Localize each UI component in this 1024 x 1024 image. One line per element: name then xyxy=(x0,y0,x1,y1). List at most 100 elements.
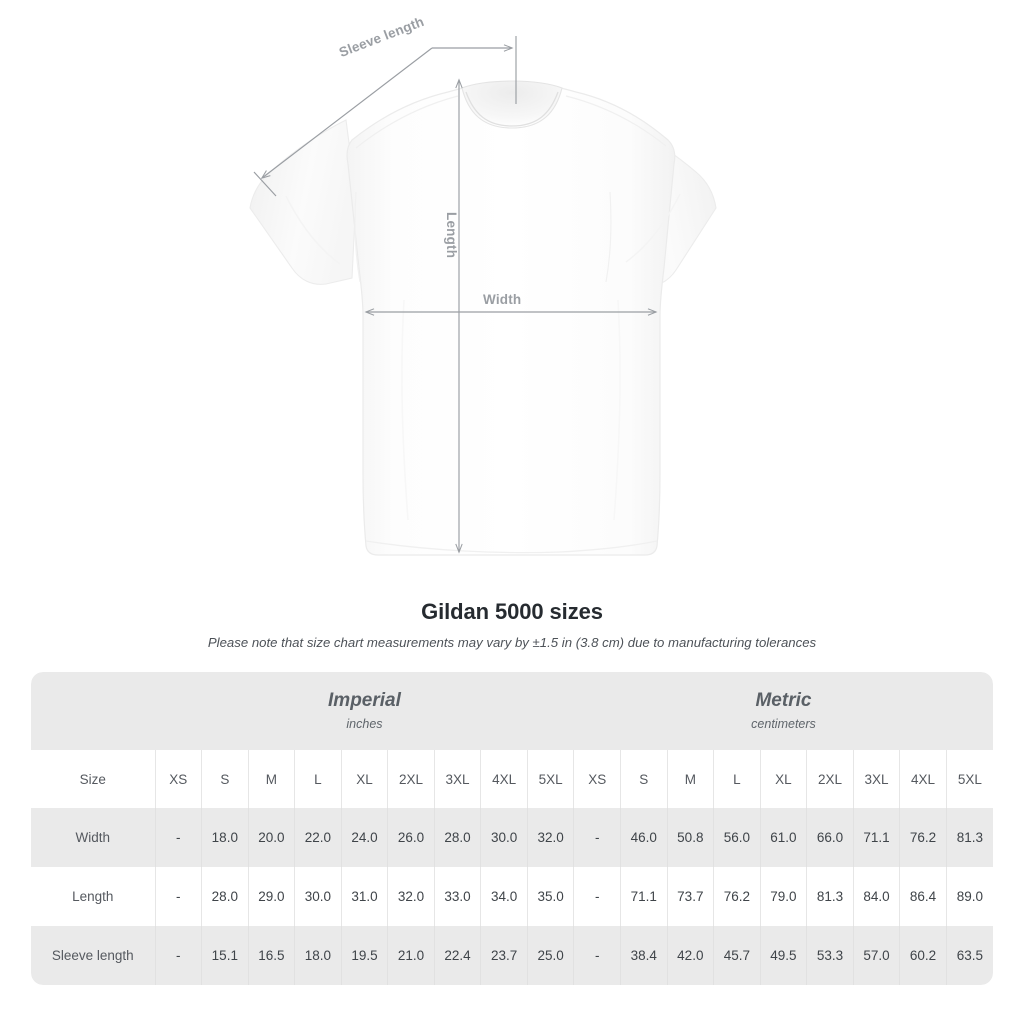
size-header-metric-s: S xyxy=(620,750,668,808)
size-header-imperial-5xl: 5XL xyxy=(527,750,575,808)
size-header-imperial-4xl: 4XL xyxy=(480,750,528,808)
cell-length-metric-xs: - xyxy=(573,867,621,926)
cell-length-metric-m: 73.7 xyxy=(667,867,715,926)
cell-width-imperial-2xl: 26.0 xyxy=(387,808,435,867)
cell-width-metric-xl: 61.0 xyxy=(760,808,808,867)
cell-width-metric-3xl: 71.1 xyxy=(853,808,901,867)
bottom-hem xyxy=(365,540,658,554)
unit-header-imperial: Imperial inches xyxy=(155,672,574,750)
row-label-sleeve-length: Sleeve length xyxy=(31,926,156,985)
fold-sleeve-right xyxy=(625,193,681,263)
width-label: Width xyxy=(483,292,522,307)
cell-sleeve-length-metric-3xl: 57.0 xyxy=(853,926,901,985)
size-chart-table: Imperial inches Metric centimeters Size XS S M L… xyxy=(31,672,993,985)
shirt-torso xyxy=(346,84,676,556)
cell-width-imperial-5xl: 32.0 xyxy=(527,808,575,867)
cell-sleeve-length-metric-l: 45.7 xyxy=(713,926,761,985)
tshirt-measurement-diagram: Sleeve length Length Width xyxy=(249,14,717,556)
cell-sleeve-length-imperial-xl: 19.5 xyxy=(341,926,389,985)
cell-sleeve-length-metric-4xl: 60.2 xyxy=(899,926,947,985)
cell-sleeve-length-imperial-xs: - xyxy=(155,926,203,985)
page-title: Gildan 5000 sizes xyxy=(421,599,603,624)
cell-sleeve-length-imperial-s: 15.1 xyxy=(201,926,249,985)
table-row: Length -28.0 29.0 30.0 31.0 32.0 33.0 34.0 35.0-… xyxy=(31,867,993,926)
cell-width-metric-m: 50.8 xyxy=(667,808,715,867)
size-header-metric-4xl: 4XL xyxy=(899,750,947,808)
cell-sleeve-length-metric-m: 42.0 xyxy=(667,926,715,985)
cell-length-imperial-l: 30.0 xyxy=(294,867,342,926)
size-header-metric-2xl: 2XL xyxy=(806,750,854,808)
cell-width-imperial-m: 20.0 xyxy=(248,808,296,867)
fold-right xyxy=(613,299,621,521)
size-header-imperial-l: L xyxy=(294,750,342,808)
measurement-lines xyxy=(253,36,656,552)
unit-header-metric: Metric centimeters xyxy=(573,672,993,750)
cell-length-imperial-xs: - xyxy=(155,867,203,926)
size-header-metric-xs: XS xyxy=(573,750,621,808)
fold-left xyxy=(401,299,409,521)
cell-length-metric-xl: 79.0 xyxy=(760,867,808,926)
size-header-metric-m: M xyxy=(667,750,715,808)
cell-sleeve-length-metric-xs: - xyxy=(573,926,621,985)
table-row: Width -18.0 20.0 22.0 24.0 26.0 28.0 30.0 32.0-4… xyxy=(31,808,993,867)
left-sleeve xyxy=(249,119,357,285)
cell-width-metric-s: 46.0 xyxy=(620,808,668,867)
unit-measure-name: centimeters xyxy=(751,717,816,731)
row-label-width: Width xyxy=(31,808,156,867)
cell-width-imperial-3xl: 28.0 xyxy=(434,808,482,867)
cell-sleeve-length-metric-5xl: 63.5 xyxy=(946,926,993,985)
unit-measure-name: inches xyxy=(346,717,383,731)
cell-length-imperial-s: 28.0 xyxy=(201,867,249,926)
cell-sleeve-length-metric-2xl: 53.3 xyxy=(806,926,854,985)
chart-heading-block: Gildan 5000 sizes Please note that size … xyxy=(0,598,1024,652)
sleeve-length-arrow xyxy=(262,47,433,178)
size-header-imperial-xs: XS xyxy=(155,750,203,808)
shirt-shape xyxy=(249,80,717,556)
cell-width-metric-4xl: 76.2 xyxy=(899,808,947,867)
cell-sleeve-length-metric-xl: 49.5 xyxy=(760,926,808,985)
cell-length-metric-s: 71.1 xyxy=(620,867,668,926)
cell-width-metric-xs: - xyxy=(573,808,621,867)
size-header-imperial-xl: XL xyxy=(341,750,389,808)
cell-length-imperial-m: 29.0 xyxy=(248,867,296,926)
left-shoulder-seam xyxy=(355,95,459,149)
cell-width-metric-l: 56.0 xyxy=(713,808,761,867)
collar-inner-line xyxy=(465,91,559,127)
cell-sleeve-length-imperial-5xl: 25.0 xyxy=(527,926,575,985)
cell-length-imperial-xl: 31.0 xyxy=(341,867,389,926)
cell-sleeve-length-imperial-l: 18.0 xyxy=(294,926,342,985)
size-column-header: Size xyxy=(31,750,156,808)
cell-length-metric-2xl: 81.3 xyxy=(806,867,854,926)
size-header-metric-3xl: 3XL xyxy=(853,750,901,808)
size-header-imperial-s: S xyxy=(201,750,249,808)
cell-sleeve-length-imperial-4xl: 23.7 xyxy=(480,926,528,985)
cell-width-imperial-s: 18.0 xyxy=(201,808,249,867)
left-sleeve-seam xyxy=(354,191,361,283)
chart-disclaimer: Please note that size chart measurements… xyxy=(207,635,817,650)
right-shoulder-seam xyxy=(565,95,667,147)
size-header-row: Size XS S M L XL 2XL 3XL 4XL 5XL XS S M L XL 2XL 3XL 4XL 5… xyxy=(31,750,993,808)
sleeve-end-tick xyxy=(253,171,277,197)
tshirt-illustration xyxy=(249,36,717,556)
row-label-length: Length xyxy=(31,867,156,926)
cell-length-metric-4xl: 86.4 xyxy=(899,867,947,926)
cell-sleeve-length-metric-s: 38.4 xyxy=(620,926,668,985)
unit-system-name: Metric xyxy=(755,690,812,711)
size-header-imperial-m: M xyxy=(248,750,296,808)
fold-sleeve-left xyxy=(285,195,341,265)
cell-length-imperial-2xl: 32.0 xyxy=(387,867,435,926)
collar xyxy=(461,80,563,129)
size-chart-container: Imperial inches Metric centimeters Size XS S M L… xyxy=(31,672,993,985)
cell-width-metric-2xl: 66.0 xyxy=(806,808,854,867)
cell-length-metric-5xl: 89.0 xyxy=(946,867,993,926)
cell-sleeve-length-imperial-3xl: 22.4 xyxy=(434,926,482,985)
cell-length-imperial-5xl: 35.0 xyxy=(527,867,575,926)
unit-system-name: Imperial xyxy=(328,690,401,711)
cell-length-imperial-3xl: 33.0 xyxy=(434,867,482,926)
size-header-imperial-2xl: 2XL xyxy=(387,750,435,808)
cell-sleeve-length-imperial-m: 16.5 xyxy=(248,926,296,985)
cell-width-metric-5xl: 81.3 xyxy=(946,808,993,867)
table-row: Sleeve length -15.1 16.5 18.0 19.5 21.0 22.4 23… xyxy=(31,926,993,985)
cell-width-imperial-l: 22.0 xyxy=(294,808,342,867)
length-label: Length xyxy=(444,212,459,259)
